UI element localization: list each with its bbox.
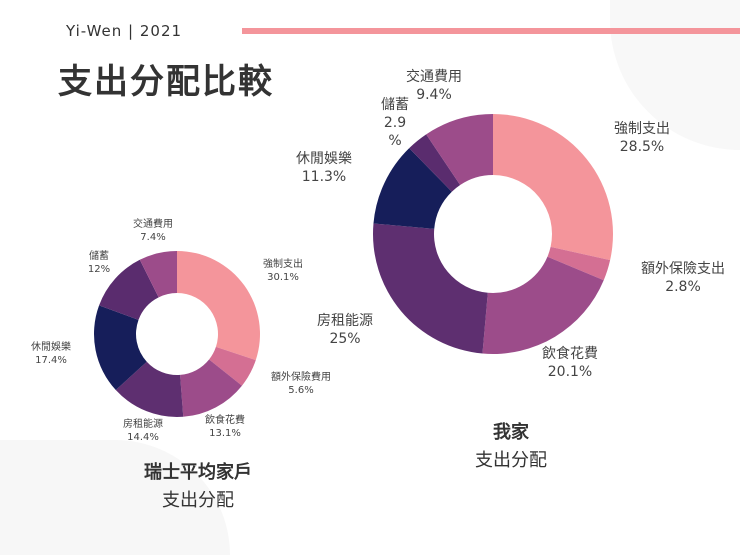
slice-label: 儲蓄 12% [88,250,110,276]
slice-value: 11.3% [301,169,347,186]
slice-category: 休閒娛樂 [31,342,71,353]
slice-value: 30.1% [267,272,299,283]
slice-value: 2.9 % [383,115,407,150]
caption-line1: 瑞士平均家戶 [144,462,252,483]
slice-label: 房租能源 14.4% [123,418,163,444]
donut-slice-0-1 [209,346,256,386]
slice-category: 房租能源 [317,313,373,329]
donut-slice-1-1 [547,246,611,281]
slice-category: 儲蓄 [88,251,109,262]
slice-label: 房租能源 25% [317,312,373,348]
slice-value: 13.1% [209,428,241,439]
slice-category: 房租能源 [123,419,163,430]
slice-category: 飲食花費 [205,415,245,426]
donut-slice-0-2 [180,359,242,417]
donut-slice-1-3 [372,223,488,354]
slice-value: 12% [87,264,111,275]
caption-line2: 支出分配 [162,490,234,511]
donut-slice-0-3 [115,361,184,417]
slice-label: 休閒娛樂 11.3% [296,150,352,186]
slice-value: 7.4% [140,232,166,243]
accent-bar [242,28,740,34]
slice-label: 強制支出 28.5% [614,120,670,156]
donut-slice-1-4 [373,148,452,229]
slice-category: 額外保險支出 [641,261,725,277]
slice-value: 20.1% [547,364,593,381]
slice-label: 額外保險費用 5.6% [271,371,331,397]
page-title: 支出分配比較 [58,62,274,102]
slice-value: 9.4% [416,87,452,104]
slice-category: 飲食花費 [542,346,598,362]
donut-slice-0-6 [139,251,177,298]
slice-label: 休閒娛樂 17.4% [31,341,71,367]
slice-label: 交通費用 9.4% [406,68,462,104]
donut-slice-0-5 [99,259,159,320]
slice-category: 交通費用 [133,219,173,230]
caption-line2: 支出分配 [475,450,547,471]
slice-label: 飲食花費 13.1% [205,414,245,440]
donut-slice-0-0 [177,251,260,361]
slice-value: 14.4% [127,432,159,443]
slice-label: 飲食花費 20.1% [542,345,598,381]
slice-label: 交通費用 7.4% [133,218,173,244]
slice-value: 28.5% [619,139,665,156]
author-year: Yi-Wen | 2021 [66,22,183,40]
slice-value: 17.4% [35,355,67,366]
slice-category: 強制支出 [263,259,303,270]
slice-label: 儲蓄 2.9 % [381,96,409,151]
donut-slice-1-6 [426,114,493,185]
caption-line1: 我家 [493,422,529,443]
slice-category: 額外保險費用 [271,372,331,383]
donut-slice-0-4 [94,305,147,391]
donut-slice-1-0 [493,114,613,261]
donut-slice-1-5 [409,134,461,192]
slice-category: 休閒娛樂 [296,151,352,167]
slice-label: 強制支出 30.1% [263,258,303,284]
slice-value: 25% [329,331,361,348]
slice-value: 5.6% [288,385,314,396]
donut-slice-1-2 [482,256,604,355]
slice-category: 強制支出 [614,121,670,137]
chart-caption-mine: 我家 支出分配 [475,419,547,475]
slice-label: 額外保險支出 2.8% [641,260,725,296]
slice-value: 2.8% [665,279,701,296]
chart-caption-swiss: 瑞士平均家戶 支出分配 [144,459,252,515]
slice-category: 儲蓄 [381,97,409,113]
slice-category: 交通費用 [406,69,462,85]
